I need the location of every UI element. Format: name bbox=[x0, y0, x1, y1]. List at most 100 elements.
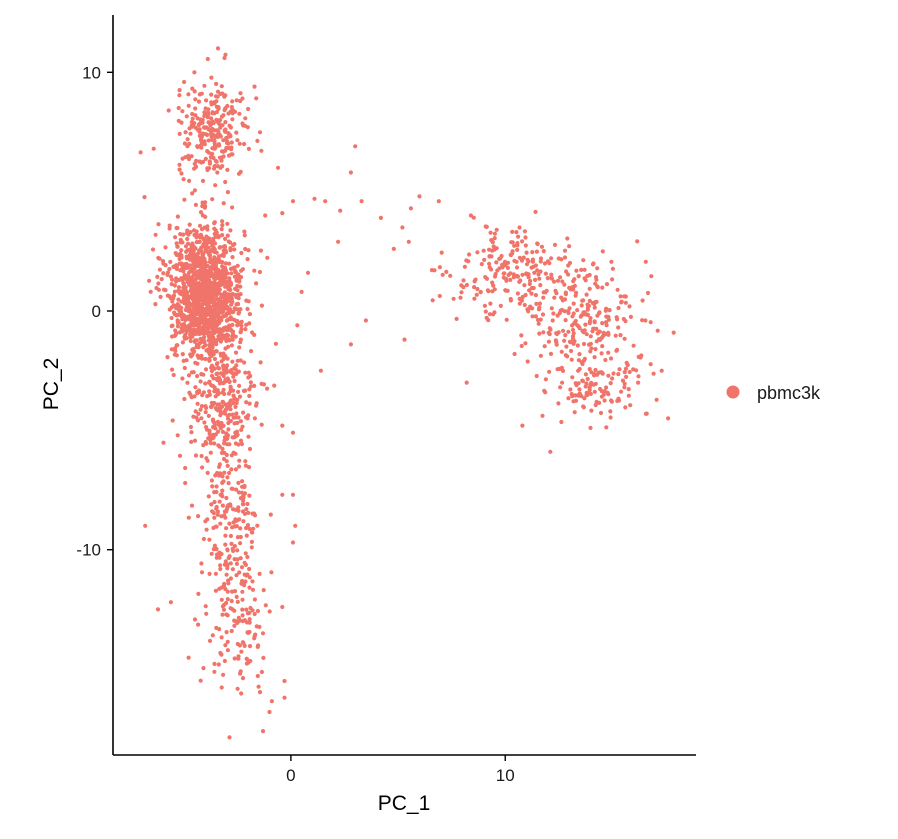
scatter-point bbox=[624, 360, 629, 365]
scatter-point bbox=[634, 368, 639, 373]
scatter-point bbox=[232, 378, 237, 384]
scatter-point bbox=[233, 519, 238, 524]
scatter-point bbox=[198, 407, 203, 412]
scatter-point bbox=[192, 339, 197, 344]
scatter-point bbox=[479, 262, 484, 267]
scatter-point bbox=[611, 371, 616, 376]
scatter-point bbox=[512, 351, 517, 357]
scatter-point bbox=[187, 222, 192, 227]
scatter-point bbox=[508, 271, 513, 276]
scatter-point bbox=[530, 257, 536, 262]
scatter-point bbox=[595, 285, 600, 290]
scatter-point bbox=[600, 321, 605, 326]
scatter-point bbox=[224, 572, 229, 577]
scatter-point bbox=[213, 276, 218, 281]
scatter-point bbox=[562, 338, 567, 343]
scatter-point bbox=[211, 547, 216, 552]
scatter-point bbox=[221, 356, 227, 361]
scatter-point bbox=[209, 348, 214, 353]
scatter-point bbox=[536, 272, 541, 277]
scatter-point bbox=[158, 294, 163, 299]
scatter-point bbox=[220, 429, 225, 434]
scatter-point bbox=[234, 294, 239, 300]
scatter-point bbox=[482, 257, 487, 262]
scatter-point bbox=[269, 699, 274, 704]
scatter-point bbox=[532, 270, 537, 275]
scatter-point bbox=[573, 393, 578, 398]
scatter-point bbox=[218, 308, 223, 314]
ticks-layer: 0 10 10 0 -10 bbox=[76, 63, 514, 785]
scatter-point bbox=[237, 141, 242, 146]
scatter-point bbox=[537, 331, 542, 336]
scatter-point bbox=[430, 298, 435, 303]
scatter-point bbox=[199, 295, 204, 300]
scatter-point bbox=[239, 490, 245, 495]
scatter-point bbox=[244, 400, 249, 405]
scatter-point bbox=[230, 486, 235, 491]
scatter-point bbox=[220, 488, 225, 493]
scatter-point bbox=[608, 409, 613, 414]
scatter-point bbox=[225, 648, 230, 653]
scatter-point bbox=[490, 289, 495, 294]
scatter-point bbox=[586, 342, 592, 347]
scatter-point bbox=[559, 419, 564, 425]
scatter-point bbox=[581, 312, 587, 317]
scatter-point bbox=[598, 370, 603, 375]
scatter-point bbox=[212, 441, 217, 446]
scatter-point bbox=[213, 289, 218, 294]
scatter-point bbox=[546, 330, 551, 335]
y-tick-label: 0 bbox=[92, 302, 101, 321]
scatter-point bbox=[204, 405, 209, 410]
scatter-point bbox=[554, 291, 559, 296]
scatter-point bbox=[464, 282, 469, 288]
scatter-point bbox=[609, 259, 614, 264]
scatter-point bbox=[235, 263, 240, 268]
scatter-point bbox=[233, 286, 238, 291]
scatter-point bbox=[218, 371, 224, 376]
scatter-point bbox=[610, 266, 616, 271]
scatter-point bbox=[290, 430, 296, 435]
scatter-point bbox=[594, 299, 599, 304]
scatter-point bbox=[225, 597, 230, 602]
scatter-point bbox=[572, 277, 577, 282]
scatter-point bbox=[229, 145, 234, 150]
scatter-point bbox=[363, 318, 368, 323]
scatter-point bbox=[436, 199, 441, 204]
scatter-point bbox=[237, 345, 242, 350]
scatter-point bbox=[222, 602, 227, 608]
scatter-point bbox=[610, 277, 615, 282]
scatter-point bbox=[522, 302, 527, 308]
scatter-point bbox=[201, 536, 206, 542]
scatter-point bbox=[157, 267, 162, 272]
scatter-point bbox=[417, 194, 422, 199]
scatter-point bbox=[212, 220, 217, 225]
scatter-point bbox=[215, 509, 220, 514]
scatter-point bbox=[203, 275, 208, 280]
scatter-point bbox=[181, 313, 186, 318]
scatter-point bbox=[579, 267, 584, 272]
scatter-point bbox=[588, 334, 593, 339]
scatter-point bbox=[215, 134, 220, 139]
scatter-point bbox=[592, 373, 597, 378]
scatter-point bbox=[221, 266, 226, 271]
scatter-point bbox=[564, 269, 569, 274]
scatter-point bbox=[622, 336, 627, 341]
scatter-point bbox=[600, 285, 605, 290]
scatter-point bbox=[636, 380, 641, 385]
x-tick-label: 10 bbox=[496, 766, 515, 785]
scatter-point bbox=[209, 373, 215, 378]
scatter-point bbox=[584, 381, 589, 386]
scatter-point bbox=[220, 400, 225, 405]
scatter-point bbox=[201, 125, 207, 130]
scatter-point bbox=[167, 307, 172, 312]
scatter-point bbox=[202, 113, 207, 118]
scatter-point bbox=[484, 224, 489, 229]
scatter-point bbox=[272, 383, 277, 388]
scatter-point bbox=[153, 302, 158, 307]
scatter-point bbox=[250, 579, 255, 584]
scatter-point bbox=[229, 343, 234, 348]
scatter-point bbox=[459, 290, 464, 295]
scatter-point bbox=[209, 383, 214, 388]
scatter-point bbox=[199, 286, 204, 291]
scatter-point bbox=[210, 197, 215, 202]
